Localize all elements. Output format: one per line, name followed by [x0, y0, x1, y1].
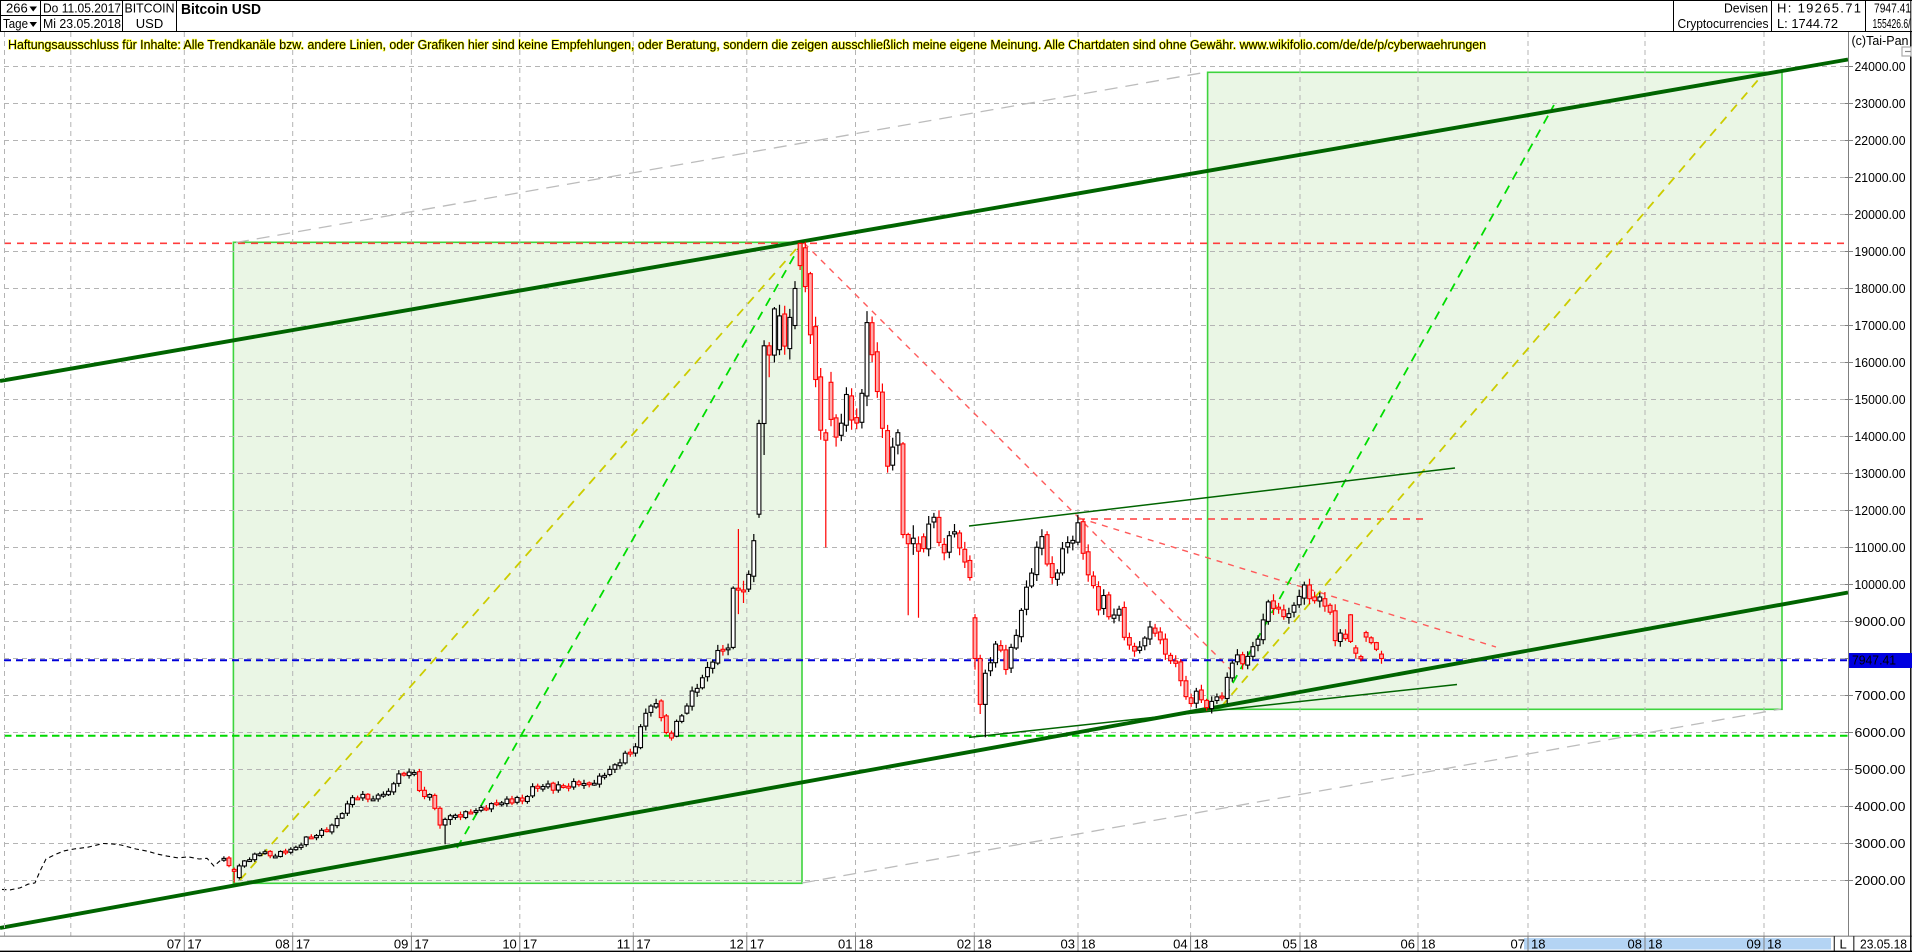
svg-text:18: 18	[1767, 937, 1781, 952]
svg-text:17: 17	[414, 937, 428, 952]
svg-text:18: 18	[1303, 937, 1317, 952]
svg-text:7000.00: 7000.00	[1855, 688, 1906, 703]
svg-text:L: L	[1840, 937, 1847, 952]
svg-text:266: 266	[6, 1, 28, 16]
svg-text:07: 07	[1511, 937, 1525, 952]
svg-text:18: 18	[1194, 937, 1208, 952]
svg-text:02: 02	[957, 937, 971, 952]
svg-text:11000.00: 11000.00	[1855, 540, 1906, 555]
svg-text:18: 18	[1081, 937, 1095, 952]
svg-text:18: 18	[1421, 937, 1435, 952]
svg-text:5000.00: 5000.00	[1855, 762, 1906, 777]
svg-text:17: 17	[187, 937, 201, 952]
svg-text:01: 01	[838, 937, 852, 952]
svg-text:17: 17	[523, 937, 537, 952]
svg-text:15000.00: 15000.00	[1855, 392, 1906, 407]
svg-text:17: 17	[636, 937, 650, 952]
svg-text:18: 18	[1531, 937, 1545, 952]
svg-text:11: 11	[617, 937, 631, 952]
svg-text:Haftungsausschluss für Inhalte: Haftungsausschluss für Inhalte: Alle Tre…	[8, 37, 1486, 52]
svg-text:20000.00: 20000.00	[1855, 207, 1906, 222]
svg-text:16000.00: 16000.00	[1855, 355, 1906, 370]
svg-text:6000.00: 6000.00	[1855, 725, 1906, 740]
svg-text:17: 17	[296, 937, 310, 952]
svg-text:24000.00: 24000.00	[1855, 59, 1906, 74]
svg-text:Devisen: Devisen	[1724, 1, 1768, 16]
svg-text:23000.00: 23000.00	[1855, 96, 1906, 111]
svg-text:2000.00: 2000.00	[1855, 873, 1906, 888]
svg-text:L: 1744.72: L: 1744.72	[1777, 16, 1838, 31]
svg-text:09: 09	[1747, 937, 1761, 952]
svg-text:13000.00: 13000.00	[1855, 466, 1906, 481]
svg-text:19000.00: 19000.00	[1855, 244, 1906, 259]
svg-text:17000.00: 17000.00	[1855, 318, 1906, 333]
svg-text:Haftungsausschluss für Inhalte: Haftungsausschluss für Inhalte: Alle Tre…	[8, 37, 1486, 52]
svg-text:USD: USD	[136, 16, 163, 31]
svg-text:21000.00: 21000.00	[1855, 170, 1906, 185]
svg-text:08: 08	[1628, 937, 1642, 952]
svg-text:155426.6/: 155426.6/	[1873, 16, 1911, 31]
svg-text:7947.41: 7947.41	[1874, 1, 1911, 16]
svg-text:18000.00: 18000.00	[1855, 281, 1906, 296]
svg-text:3000.00: 3000.00	[1855, 836, 1906, 851]
svg-text:7947.41: 7947.41	[1852, 653, 1896, 668]
svg-text:23.05.18: 23.05.18	[1860, 937, 1907, 952]
svg-text:4000.00: 4000.00	[1855, 799, 1906, 814]
svg-text:12000.00: 12000.00	[1855, 503, 1906, 518]
svg-text:10: 10	[502, 937, 516, 952]
svg-text:Tage: Tage	[3, 16, 28, 31]
svg-text:12: 12	[729, 937, 743, 952]
svg-text:22000.00: 22000.00	[1855, 133, 1906, 148]
svg-text:08: 08	[275, 937, 289, 952]
svg-text:Mi 23.05.2018: Mi 23.05.2018	[43, 16, 121, 31]
svg-text:06: 06	[1401, 937, 1415, 952]
svg-text:14000.00: 14000.00	[1855, 429, 1906, 444]
svg-text:10000.00: 10000.00	[1855, 577, 1906, 592]
svg-text:05: 05	[1283, 937, 1297, 952]
svg-text:18: 18	[977, 937, 991, 952]
svg-text:09: 09	[394, 937, 408, 952]
svg-text:07: 07	[167, 937, 181, 952]
svg-text:H: 19265.71: H: 19265.71	[1777, 1, 1861, 16]
svg-text:Bitcoin USD: Bitcoin USD	[181, 1, 261, 18]
svg-text:18: 18	[859, 937, 873, 952]
svg-text:18: 18	[1648, 937, 1662, 952]
svg-text:(c)Tai-Pan: (c)Tai-Pan	[1852, 33, 1909, 48]
svg-text:03: 03	[1061, 937, 1075, 952]
svg-text:BITCOIN: BITCOIN	[125, 1, 175, 16]
svg-text:Cryptocurrencies: Cryptocurrencies	[1678, 16, 1769, 31]
svg-text:04: 04	[1173, 937, 1187, 952]
svg-text:9000.00: 9000.00	[1855, 614, 1906, 629]
svg-text:Do 11.05.2017: Do 11.05.2017	[43, 1, 121, 16]
svg-text:17: 17	[750, 937, 764, 952]
